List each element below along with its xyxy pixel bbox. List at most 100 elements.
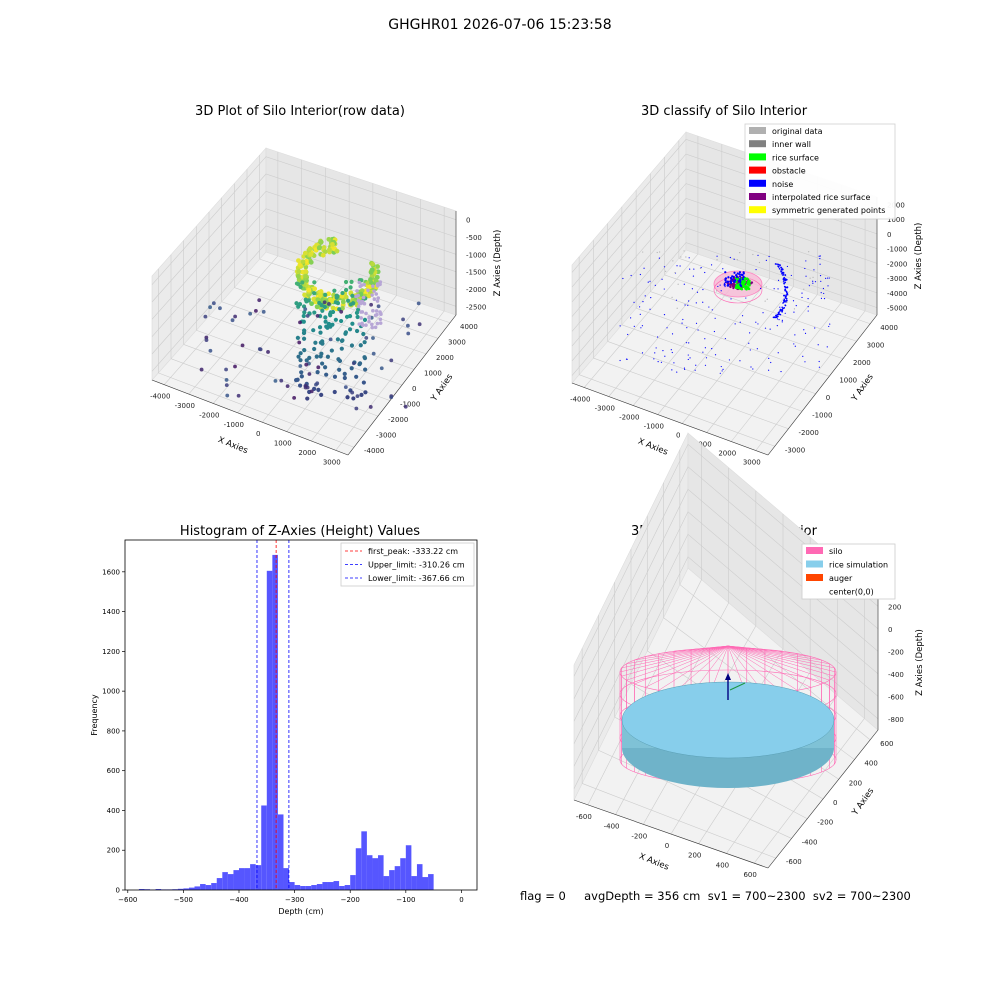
p1-point [368, 277, 373, 282]
p2-ygrid [607, 341, 803, 412]
p1-point [328, 237, 334, 243]
p3-hist-bar [261, 805, 267, 890]
p1-xtick: 0 [256, 430, 260, 438]
p2-ytick: 3000 [867, 341, 885, 349]
p4-silo-roof-wire [645, 645, 729, 657]
p1-point [372, 285, 378, 291]
p2-noise-point [778, 313, 780, 316]
p2-noise-point [724, 279, 727, 282]
p1-point [312, 310, 317, 315]
p2-noise-point [639, 313, 641, 315]
p2-noise-point [784, 312, 786, 314]
p1-point [328, 240, 334, 246]
p1-point [316, 297, 322, 303]
p2-ygrid [579, 374, 775, 447]
p3-hist-bar [311, 885, 317, 890]
p2-noise-point [639, 273, 641, 276]
p2-legend-swatch [749, 140, 766, 148]
p2-noise-point [755, 321, 757, 323]
p2-rice-point [735, 285, 738, 289]
p1-point [300, 276, 306, 282]
p3-ytick: 800 [107, 727, 120, 735]
p2-interp-point [737, 285, 741, 288]
p2-interp-point [742, 284, 746, 287]
p2-noise-point [619, 325, 621, 327]
p1-point [343, 294, 349, 300]
p1-point [348, 291, 354, 296]
p1-point [353, 293, 358, 299]
p1-point [320, 297, 326, 303]
p2-noise-point [770, 361, 772, 364]
p1-ygrid [183, 344, 379, 417]
p3-hist-bar [305, 886, 312, 890]
p1-point [343, 330, 349, 335]
p1-point [360, 283, 364, 287]
p2-noise-point [814, 281, 817, 283]
p1-point [318, 340, 323, 345]
p2-ztick: 2000 [887, 201, 905, 209]
p2-noise-point [776, 313, 779, 316]
p1-point [324, 303, 330, 309]
p1-ztick: -1500 [466, 269, 486, 277]
p4-ylabel: Y Axies [850, 786, 877, 818]
p1-point [300, 280, 305, 285]
p2-noise-point [762, 312, 764, 314]
p2-noise-point [777, 288, 779, 290]
p1-point [330, 242, 335, 247]
p2-noise-point [720, 365, 722, 368]
p1-point [300, 260, 306, 266]
p3-xtick: −300 [285, 896, 304, 904]
p1-point [315, 381, 320, 386]
p4-left-pane [573, 432, 689, 801]
p2-noise-point [783, 276, 786, 279]
p2-interp-point [729, 283, 732, 287]
p2-legend-swatch [749, 153, 766, 161]
p1-point [301, 285, 307, 291]
p2-noise-point [783, 285, 786, 288]
p3-hist-bar [355, 848, 362, 890]
p1-zgrid [151, 156, 457, 285]
p2-noise-point [781, 272, 783, 275]
p2-noise-point [661, 278, 663, 280]
p2-xtick: -2000 [619, 414, 639, 422]
p2-zgrid [571, 139, 878, 273]
p1-point [375, 321, 380, 326]
p2-noise-point [663, 266, 666, 268]
p2-rice-point [738, 285, 742, 289]
p2-noise-point [777, 312, 780, 315]
p4-xgrid [615, 602, 729, 815]
p1-point [317, 325, 323, 330]
p2-noise-point [676, 265, 678, 267]
p1-point [389, 358, 394, 363]
p3-hist-bar [378, 855, 384, 890]
p4-ygrid [598, 750, 792, 839]
p2-rice-point [748, 283, 751, 287]
p4-ygrid [630, 683, 824, 800]
p4-silo-roof-wire [727, 645, 835, 677]
p2-original-point [685, 256, 687, 258]
p1-point [306, 251, 311, 257]
p1-point [378, 310, 382, 314]
p2-interp-point [739, 284, 743, 288]
p2-noise-point [724, 285, 726, 288]
p1-point [305, 285, 311, 290]
p4-silo-ring [619, 735, 837, 785]
p2-rice-point [735, 284, 738, 287]
p1-point [299, 261, 305, 267]
p2-interp-point [736, 280, 740, 283]
p1-ytick: -2000 [388, 416, 408, 424]
p1-point [309, 301, 314, 307]
p1-point [333, 317, 338, 322]
p3-xlabel: Depth (cm) [278, 907, 323, 916]
p1-point [327, 296, 333, 302]
p2-interp-point [732, 286, 735, 290]
p2-noise-point [775, 314, 778, 316]
p1-ygrid [158, 372, 355, 448]
p2-noise-point [713, 330, 715, 333]
p1-point [331, 249, 337, 255]
p1-point [208, 348, 213, 353]
p1-point [357, 280, 362, 285]
p2-interp-point [735, 281, 738, 284]
p1-point [324, 301, 330, 307]
p1-point [371, 308, 375, 313]
